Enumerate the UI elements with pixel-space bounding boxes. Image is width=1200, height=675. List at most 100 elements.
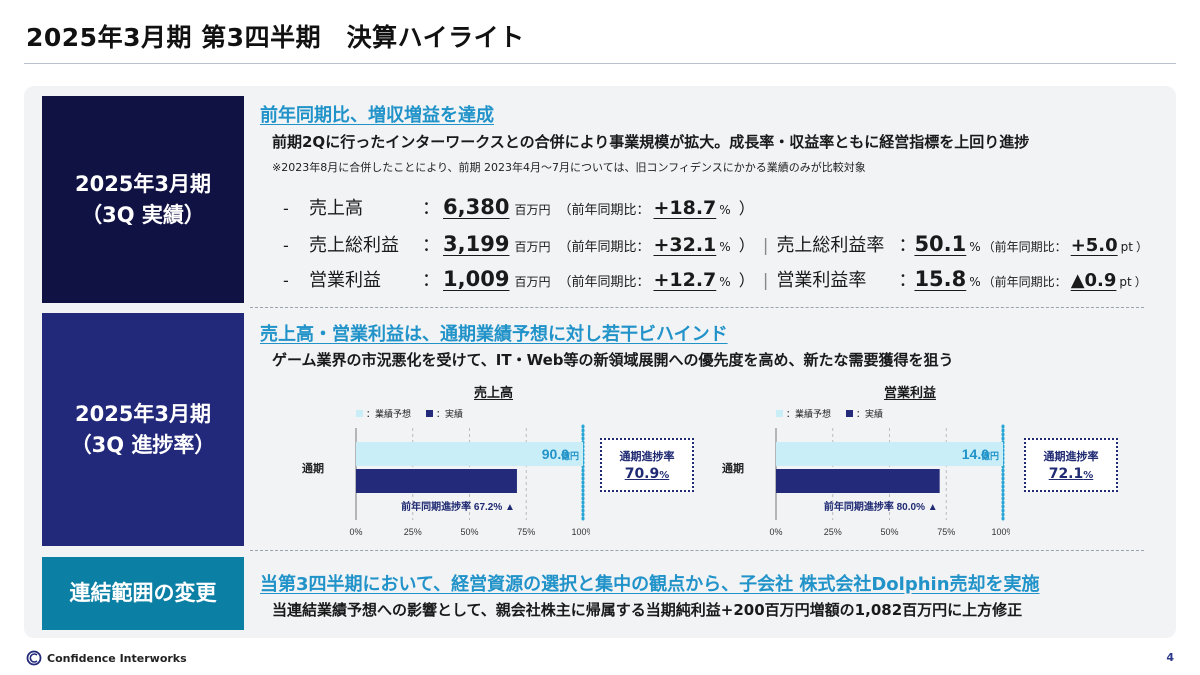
section-label-line2: （3Q 進捗率） [70,432,216,457]
kpi-rate-yoy-unit: pt [1119,275,1132,289]
bullet-dash: - [283,199,289,218]
x-tick-label: 100% [571,527,590,537]
section-heading-consolidation: 当第3四半期において、経営資源の選択と集中の観点から、子会社 株式会社Dolph… [260,574,1040,595]
forecast-value-label: 14.0 [962,446,989,462]
forecast-unit-label: 億円 [981,450,999,461]
kpi-rate-colon: ： [898,270,917,291]
kpi-yoy-label: （前年同期比： [558,203,650,218]
progress-unit: % [1083,470,1094,481]
legend-swatch-actual [426,410,433,417]
kpi-row-operating-profit: - 営業利益 ： 1,009 百万円 （前年同期比： +12.7 % ） | 営… [283,266,1147,296]
bullet-dash: - [283,236,289,255]
kpi-rate-colon: ： [898,235,917,256]
chart-title-sales: 売上高 [474,386,514,401]
category-label: 通期 [302,461,324,475]
kpi-unit: 百万円 [514,240,551,254]
legend-label-actual: ：実績 [856,408,883,419]
kpi-yoy-value: +32.1 [653,234,717,256]
kpi-value: 1,009 [443,267,510,291]
kpi-separator: | [762,271,769,291]
kpi-paren-close: ） [738,199,755,218]
legend-swatch-actual [846,410,853,417]
section-divider [250,307,1144,308]
kpi-rate-name: 営業利益率 [776,270,867,291]
kpi-rate-unit: % [969,240,981,254]
bar-forecast [776,442,1003,466]
x-tick-label: 100% [991,527,1010,537]
title-divider [24,63,1176,64]
kpi-paren-close: ） [738,236,755,255]
progress-value-wrap: 70.9% [625,466,670,482]
section-divider [250,550,1144,551]
progress-label: 通期進捗率 [619,450,675,463]
section-description-results: 前期2Qに行ったインターワークスとの合併により事業規模が拡大。成長率・収益率とも… [272,133,1030,151]
kpi-name: 売上総利益 [309,235,399,256]
page-number: 4 [1166,651,1174,664]
kpi-rate-yoy-value: ▲0.9 [1070,270,1117,291]
kpi-name: 営業利益 [309,270,381,291]
kpi-rate-yoy-label: （前年同期比： [982,240,1067,254]
legend-swatch-forecast [776,410,783,417]
x-tick-label: 25% [824,527,842,537]
section-label-results: 2025年3月期 （3Q 実績） [42,96,244,303]
x-tick-label: 0% [769,527,782,537]
kpi-colon: ： [422,235,440,256]
kpi-rate-unit: % [969,275,981,289]
x-tick-label: 75% [937,527,955,537]
x-tick-label: 25% [404,527,422,537]
kpi-name: 売上高 [309,198,363,219]
legend-label-forecast: ：業績予想 [366,408,411,419]
section-description-consolidation: 当連結業績予想への影響として、親会社株主に帰属する当期純利益+200百万円増額の… [272,601,1023,619]
x-tick-label: 50% [460,527,478,537]
bar-forecast [356,442,583,466]
kpi-yoy-label: （前年同期比： [558,240,650,255]
kpi-row-gross-profit: - 売上総利益 ： 3,199 百万円 （前年同期比： +32.1 % ） | … [283,231,1148,261]
kpi-rate-yoy-value: +5.0 [1070,235,1118,256]
x-tick-label: 75% [517,527,535,537]
kpi-rate-value: 50.1 [914,232,967,256]
kpi-yoy-value: +12.7 [653,269,717,291]
kpi-paren-close: ） [738,271,755,290]
section-heading-progress: 売上高・営業利益は、通期業績予想に対し若干ビハインド [260,324,728,345]
x-tick-label: 0% [349,527,362,537]
kpi-colon: ： [422,198,440,219]
section-label-text: 連結範囲の変更 [69,581,217,606]
kpi-colon: ： [422,270,440,291]
kpi-rate-yoy-unit: pt [1120,240,1133,254]
forecast-value-label: 90.0 [542,446,569,462]
page-title: 2025年3月期 第3四半期 決算ハイライト [26,23,525,52]
legend-swatch-forecast [356,410,363,417]
progress-value: 70.9 [624,466,660,482]
section-label-line1: 2025年3月期 [74,402,212,427]
prior-year-progress-label: 前年同期進捗率 80.0% ▲ [824,500,938,513]
progress-label: 通期進捗率 [1043,450,1099,463]
kpi-value: 3,199 [443,232,510,256]
section-note: ※2023年8月に合併したことにより、前期 2023年4月～7月については、旧コ… [272,161,866,174]
company-logo-icon [26,650,42,666]
section-heading-results: 前年同期比、増収増益を達成 [260,105,494,126]
bar-actual [776,469,940,493]
kpi-separator: | [762,236,769,256]
footer-logo: Confidence Interworks [26,650,187,666]
legend-label-forecast: ：業績予想 [786,408,831,419]
bar-actual [356,469,517,493]
kpi-row-sales: - 売上高 ： 6,380 百万円 （前年同期比： +18.7 % ） [283,194,755,224]
section-label-consolidation: 連結範囲の変更 [42,557,244,630]
section-label-line2: （3Q 実績） [81,202,205,227]
kpi-rate-name: 売上総利益率 [776,235,885,256]
kpi-unit: 百万円 [514,275,551,289]
kpi-yoy-label: （前年同期比： [558,275,650,290]
company-name: Confidence Interworks [47,651,187,665]
kpi-value: 6,380 [443,195,510,219]
kpi-unit: 百万円 [514,203,551,217]
category-label: 通期 [722,461,744,475]
section-label-progress: 2025年3月期 （3Q 進捗率） [42,313,244,546]
kpi-rate-paren-close: ） [1134,275,1147,289]
operating-profit-progress-box: 通期進捗率 72.1% [1024,438,1118,492]
section-description-progress: ゲーム業界の市況悪化を受けて、IT・Web等の新領域展開への優先度を高め、新たな… [272,351,954,369]
kpi-yoy-value: +18.7 [653,197,717,219]
progress-unit: % [659,470,670,481]
prior-year-progress-label: 前年同期進捗率 67.2% ▲ [401,500,515,513]
